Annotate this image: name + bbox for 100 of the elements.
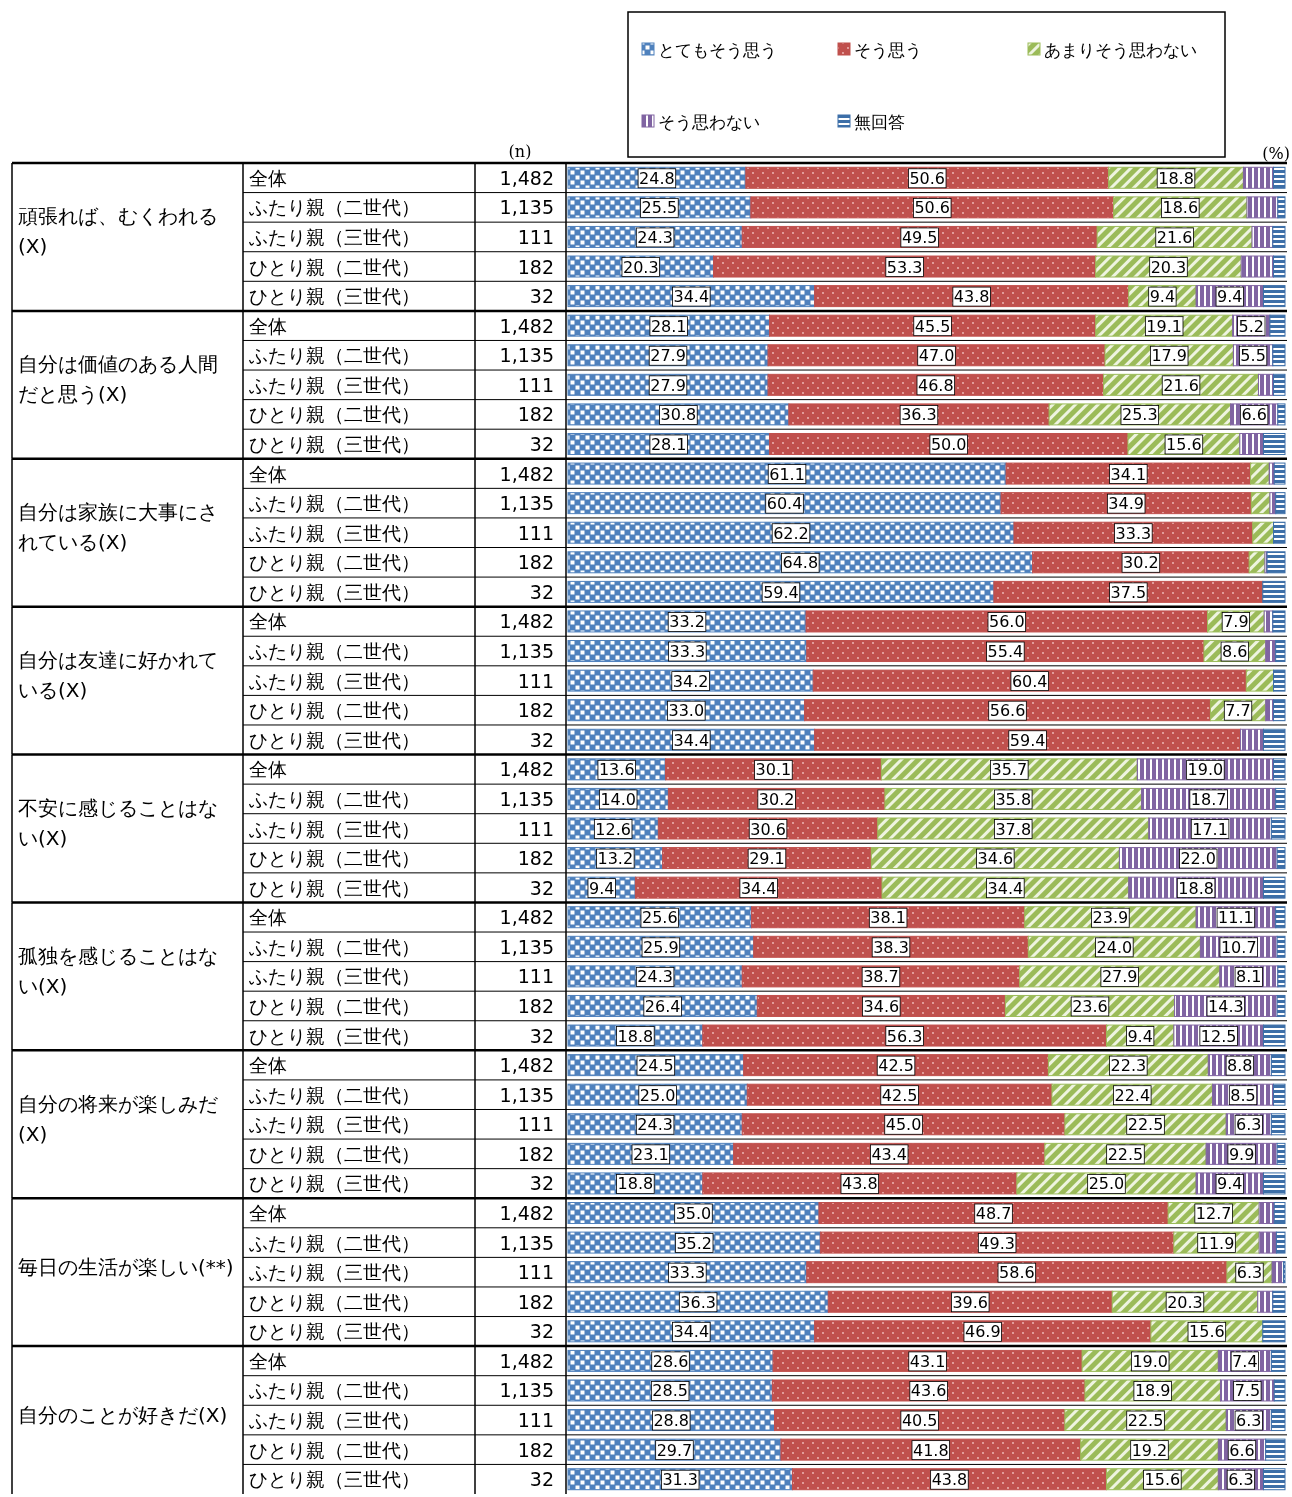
data-label: 55.4 (987, 642, 1024, 662)
bar (1240, 728, 1264, 751)
y2-tick-label: 1,482 (499, 1054, 554, 1077)
data-label: 12.5 (1200, 1026, 1237, 1046)
data-label: 33.3 (669, 642, 706, 662)
data-label: 30.8 (660, 405, 697, 425)
bar (1265, 640, 1277, 663)
text: 自分のことが好きだ(X) (18, 1402, 228, 1427)
y2-tick-label: 32 (529, 285, 554, 308)
y2-tick-label: 1,135 (499, 1379, 554, 1402)
y2-tick-label: 32 (529, 1172, 554, 1195)
text: 頑張れば、むくわれる(X) (18, 204, 218, 259)
data-label: 12.6 (595, 819, 631, 839)
data-label: 29.7 (656, 1440, 693, 1460)
legend-label: とてもそう思う (658, 40, 777, 60)
bar (1258, 1202, 1275, 1225)
data-label: 38.3 (873, 937, 909, 957)
data-label: 19.2 (1131, 1440, 1168, 1460)
y2-tick-label: 1,135 (499, 640, 554, 663)
data-label: 50.6 (909, 168, 946, 188)
bar (1262, 580, 1286, 603)
y-tick-label: ひとり親（三世代） (249, 432, 420, 455)
data-label: 28.6 (652, 1351, 689, 1371)
data-label: 64.8 (782, 553, 819, 573)
bar (1271, 1261, 1285, 1284)
y-tick-label: ひとり親（二世代） (249, 1142, 420, 1165)
data-label: 17.9 (1151, 346, 1188, 366)
data-label: 56.3 (886, 1026, 923, 1046)
data-label: 13.2 (597, 849, 634, 869)
y-tick-label: ひとり親（三世代） (249, 1172, 420, 1195)
bar (768, 314, 1097, 337)
bar (1273, 462, 1286, 485)
data-label: 22.0 (1180, 849, 1217, 869)
data-label: 21.6 (1163, 375, 1199, 395)
y-tick-label: ふたり親（三世代） (248, 965, 420, 988)
data-label: 45.5 (914, 316, 951, 336)
bar (1245, 669, 1275, 692)
data-label: 59.4 (1009, 730, 1046, 750)
y2-tick-label: 111 (517, 1261, 554, 1284)
y-tick-label: ふたり親（三世代） (248, 521, 420, 544)
data-label: 60.4 (766, 494, 803, 514)
y-tick-label: ひとり親（二世代） (249, 994, 420, 1017)
data-label: 18.8 (617, 1026, 654, 1046)
bar (733, 1142, 1046, 1165)
data-label: 19.0 (1132, 1351, 1169, 1371)
legend-label: あまりそう思わない (1044, 40, 1197, 60)
data-label: 34.6 (977, 849, 1014, 869)
bar (567, 492, 1002, 515)
bar (741, 1113, 1066, 1136)
bar (1275, 787, 1286, 810)
data-label: 13.6 (598, 760, 635, 780)
data-label: 26.4 (644, 996, 681, 1016)
data-label: 61.1 (769, 464, 805, 484)
data-label: 9.4 (588, 878, 615, 898)
data-label: 7.9 (1223, 612, 1249, 632)
bar (1252, 521, 1275, 544)
text: 孤独を感じることはない(X) (18, 943, 218, 998)
bar (1262, 432, 1286, 455)
data-label: 7.7 (1225, 701, 1251, 721)
bar (1277, 403, 1286, 426)
data-label: 8.6 (1222, 642, 1248, 662)
data-label: 9.9 (1228, 1144, 1255, 1164)
data-label: 6.3 (1236, 1411, 1262, 1431)
bar (567, 521, 1015, 544)
data-label: 38.1 (870, 908, 906, 928)
y2-tick-label: 111 (517, 373, 554, 396)
data-label: 5.5 (1240, 346, 1266, 366)
data-label: 6.3 (1236, 1263, 1263, 1283)
data-label: 28.8 (653, 1411, 690, 1431)
y-tick-label: ふたり親（二世代） (248, 935, 420, 958)
data-label: 34.1 (1110, 464, 1147, 484)
data-label: 33.3 (1115, 523, 1152, 543)
bar (1262, 876, 1286, 899)
data-label: 30.6 (750, 819, 786, 839)
bar (1276, 847, 1286, 870)
data-label: 9.4 (1217, 287, 1243, 307)
data-label: 28.1 (650, 434, 687, 454)
data-label: 18.9 (1134, 1381, 1171, 1401)
data-label: 18.6 (1162, 198, 1199, 218)
data-label: 56.6 (989, 701, 1026, 721)
bar (567, 551, 1034, 574)
data-label: 25.0 (1088, 1174, 1125, 1194)
bar (1275, 640, 1286, 663)
data-label: 7.5 (1234, 1381, 1261, 1401)
y2-tick-label: 182 (517, 1142, 554, 1165)
bar (1272, 344, 1286, 367)
bar (767, 344, 1106, 367)
bar (1276, 935, 1286, 958)
bar (1273, 521, 1286, 544)
data-label: 9.4 (1127, 1026, 1153, 1046)
bar (812, 669, 1247, 692)
data-label: 35.7 (991, 760, 1028, 780)
y2-tick-label: 32 (529, 580, 554, 603)
bar (1262, 1172, 1286, 1195)
data-label: 37.5 (1110, 582, 1147, 602)
data-label: 8.5 (1230, 1085, 1256, 1105)
data-label: 24.3 (637, 1115, 673, 1135)
data-label: 43.8 (953, 287, 990, 307)
data-label: 20.3 (622, 257, 659, 277)
data-label: 18.8 (1158, 168, 1194, 188)
